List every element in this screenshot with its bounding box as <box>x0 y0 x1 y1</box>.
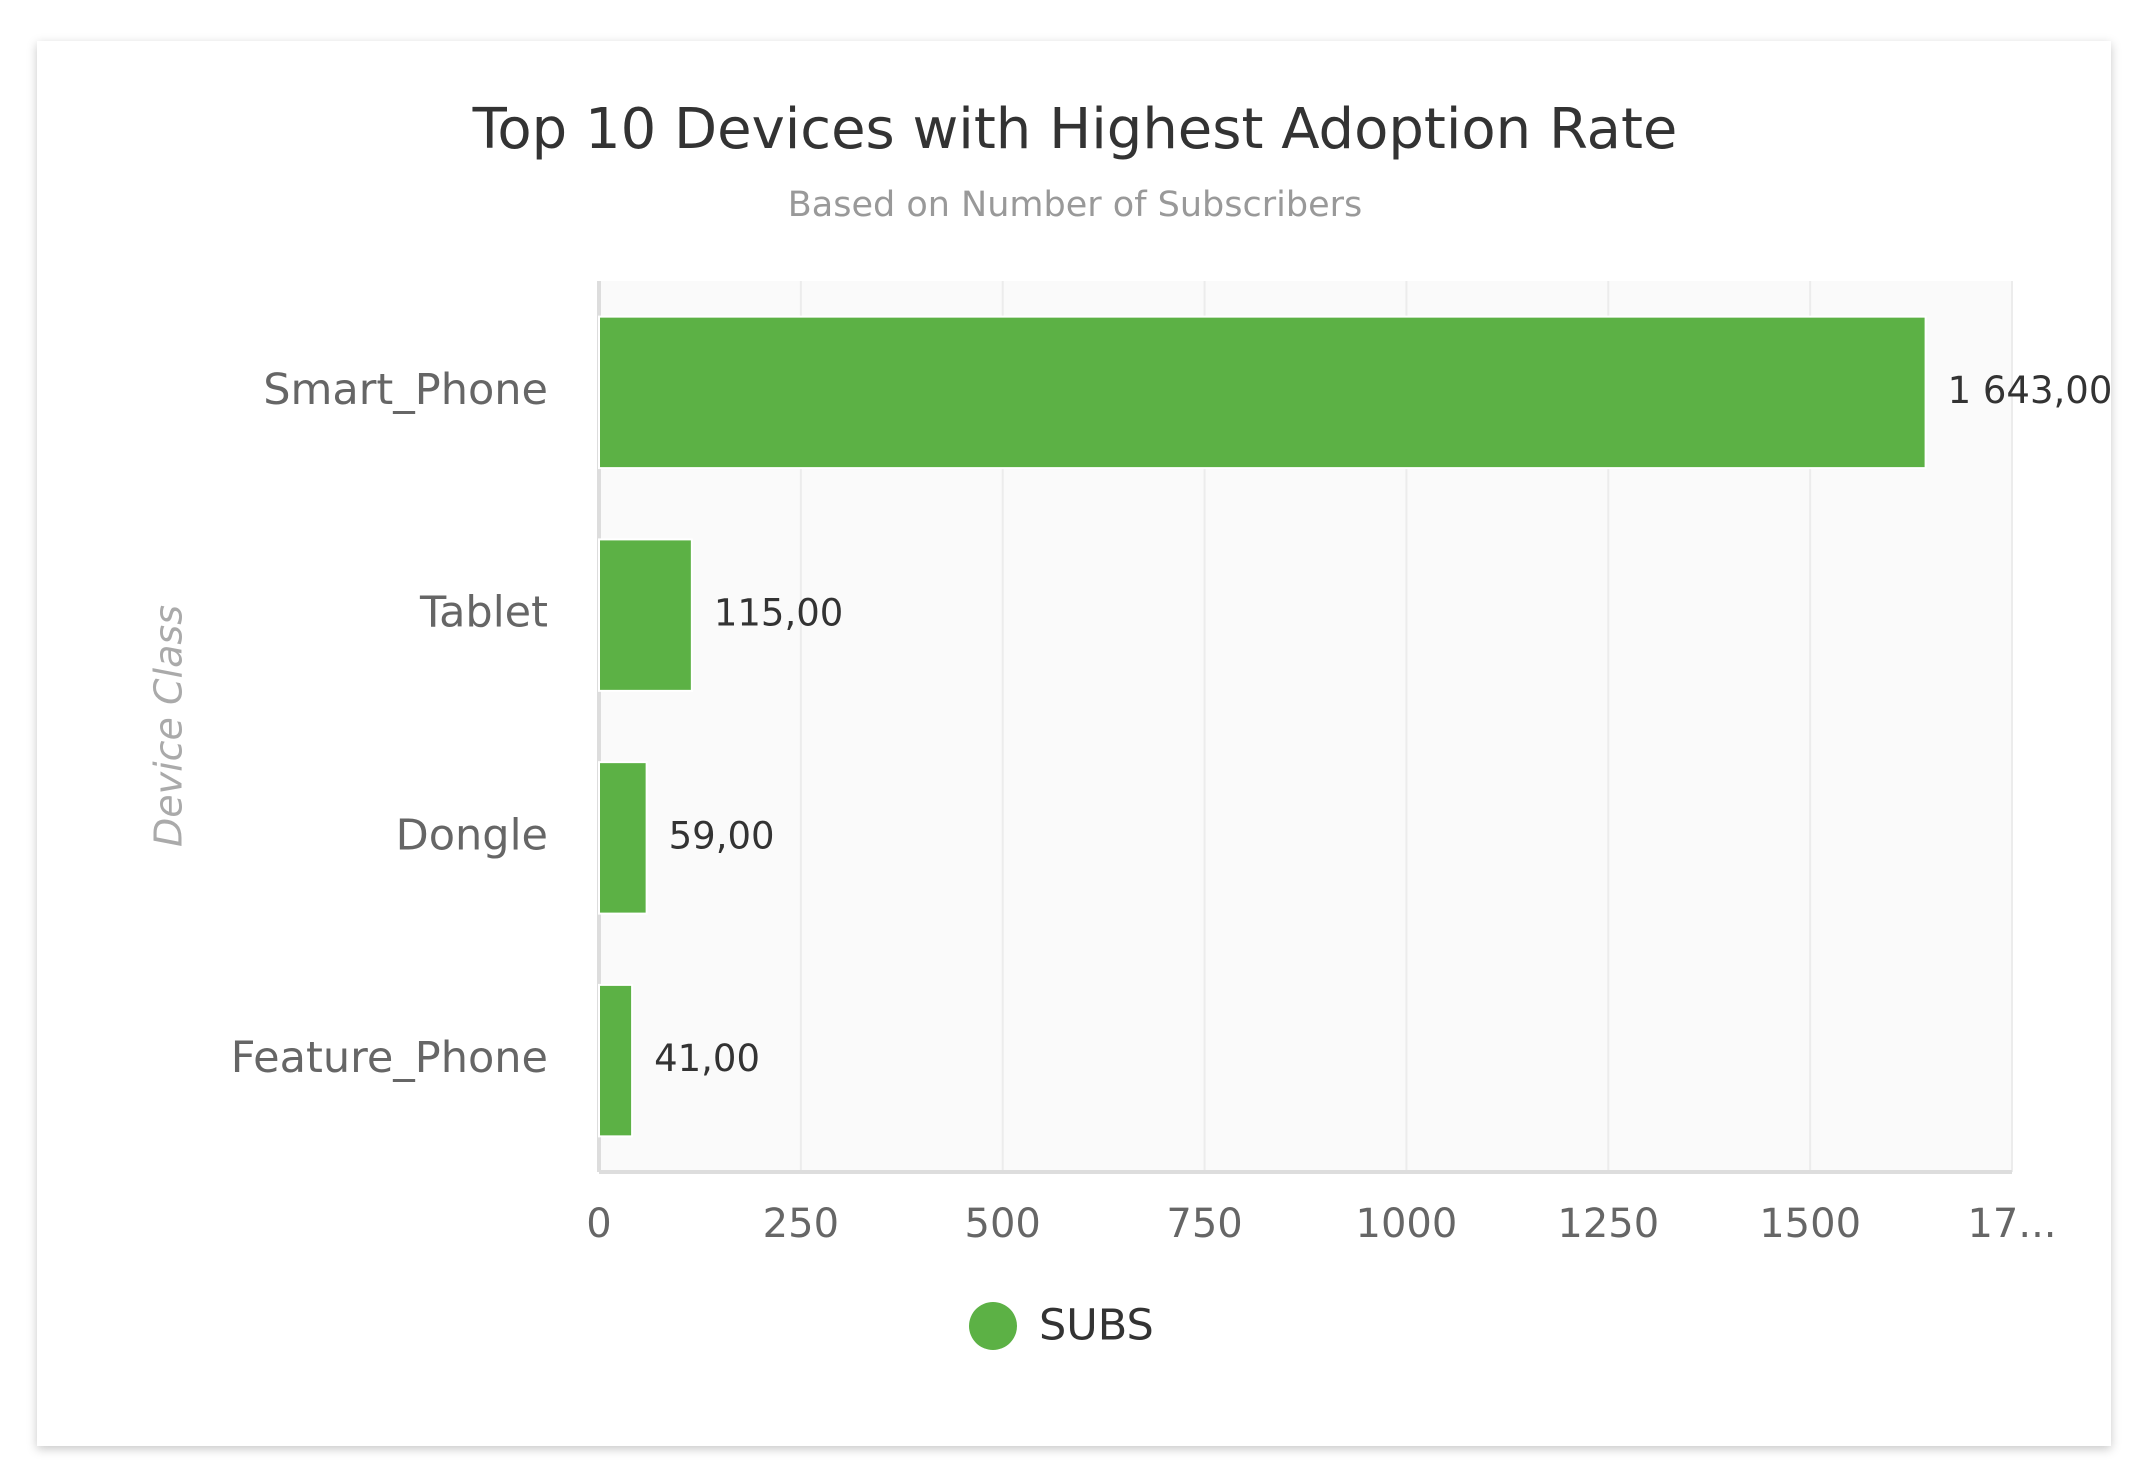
bar <box>598 315 1927 470</box>
x-tick-label: 500 <box>965 1201 1041 1247</box>
legend-marker <box>969 1302 1017 1350</box>
data-label: 41,00 <box>654 1037 760 1080</box>
bar <box>598 538 693 692</box>
x-tick-label: 1500 <box>1759 1201 1861 1247</box>
data-label: 59,00 <box>669 814 775 857</box>
x-tick-label: 0 <box>586 1201 611 1247</box>
bar <box>598 761 648 915</box>
bar <box>598 983 634 1138</box>
y-tick-label: Tablet <box>419 588 548 638</box>
x-tick-label: 250 <box>763 1201 839 1247</box>
y-tick-label: Smart_Phone <box>263 365 548 415</box>
x-tick-label: 750 <box>1166 1201 1242 1247</box>
data-label: 1 643,00 <box>1948 369 2113 412</box>
chart-subtitle: Based on Number of Subscribers <box>788 185 1362 225</box>
data-label: 115,00 <box>714 592 843 635</box>
y-tick-label: Feature_Phone <box>231 1033 548 1083</box>
x-tick-label: 17... <box>1967 1201 2056 1247</box>
x-tick-label: 1000 <box>1356 1201 1458 1247</box>
x-tick-label: 1250 <box>1557 1201 1659 1247</box>
y-axis-label: Device Class <box>147 605 191 847</box>
y-tick-label: Dongle <box>396 810 548 860</box>
chart-title: Top 10 Devices with Highest Adoption Rat… <box>472 97 1678 162</box>
legend-label: SUBS <box>1039 1301 1154 1351</box>
